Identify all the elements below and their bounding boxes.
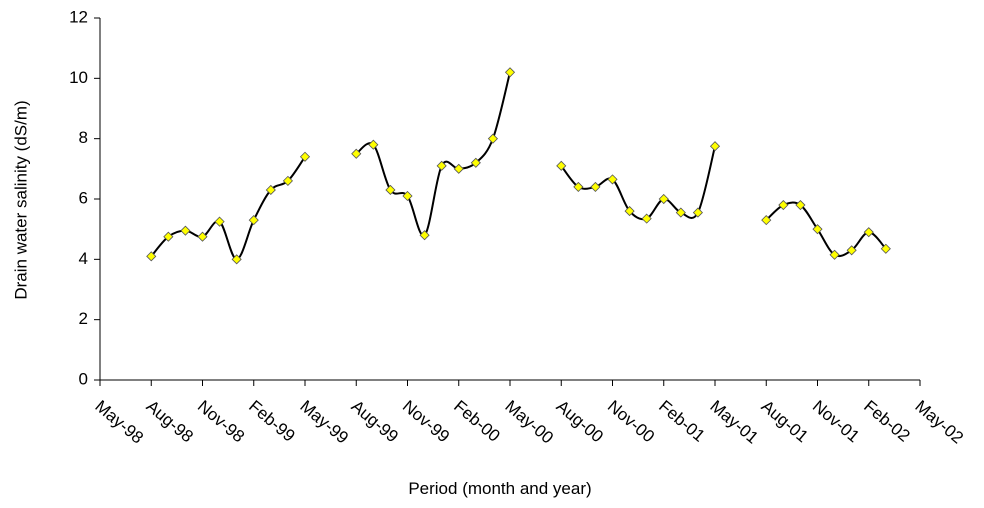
data-point [846,245,857,256]
y-tick-label: 2 [79,309,88,328]
data-point [351,148,362,159]
data-point [658,193,669,205]
data-point [590,181,601,192]
data-point [795,199,806,211]
x-tick-label: Aug-99 [348,397,402,447]
data-point [812,224,823,235]
x-tick-label: Nov-99 [399,397,453,447]
data-point [880,243,891,254]
data-point [453,163,464,174]
data-point [163,231,174,242]
x-tick-label: Feb-01 [655,397,708,446]
data-point [470,157,481,168]
data-point [778,199,789,211]
data-point [436,160,447,171]
x-tick-label: Aug-01 [758,397,812,447]
x-tick-label: Aug-00 [553,397,607,447]
data-point [829,249,840,260]
data-point [248,215,259,226]
x-tick-label: Nov-98 [194,397,248,447]
data-point [556,160,567,171]
data-point [146,251,157,262]
x-tick-label: Aug-98 [143,397,197,447]
x-tick-label: Feb-00 [450,397,503,446]
y-tick-label: 6 [79,188,88,207]
x-tick-label: Feb-02 [860,397,913,446]
x-tick-label: Feb-99 [245,397,298,446]
data-point [197,231,208,242]
y-tick-label: 8 [79,128,88,147]
x-tick-label: May-00 [501,397,557,448]
y-tick-label: 10 [69,68,88,87]
data-point [180,225,191,236]
data-point [863,227,874,238]
x-tick-label: May-01 [706,397,762,448]
data-point [265,184,276,196]
data-point [675,207,686,218]
data-line [150,72,887,261]
x-tick-label: May-98 [91,397,147,448]
data-point [573,181,584,192]
data-point [641,213,652,224]
data-point [368,139,379,150]
x-tick-label: May-02 [911,397,967,448]
data-point [214,216,225,227]
y-tick-label: 0 [79,369,88,388]
y-tick-label: 12 [69,7,88,26]
data-point [709,141,721,152]
x-tick-label: Nov-01 [809,397,863,447]
data-point [504,67,516,78]
data-point [487,133,498,144]
data-point [624,206,635,217]
data-point [299,151,311,162]
data-point [607,174,618,185]
data-point [692,207,703,218]
data-point [761,215,772,226]
data-point [419,230,430,241]
x-tick-label: May-99 [296,397,352,448]
x-tick-label: Nov-00 [604,397,658,447]
data-point [282,175,293,186]
data-point [402,190,413,202]
y-axis-title: Drain water salinity (dS/m) [11,100,30,299]
data-point [385,184,396,196]
x-axis-title: Period (month and year) [408,479,591,498]
data-point [231,254,242,265]
y-tick-label: 4 [79,249,88,268]
